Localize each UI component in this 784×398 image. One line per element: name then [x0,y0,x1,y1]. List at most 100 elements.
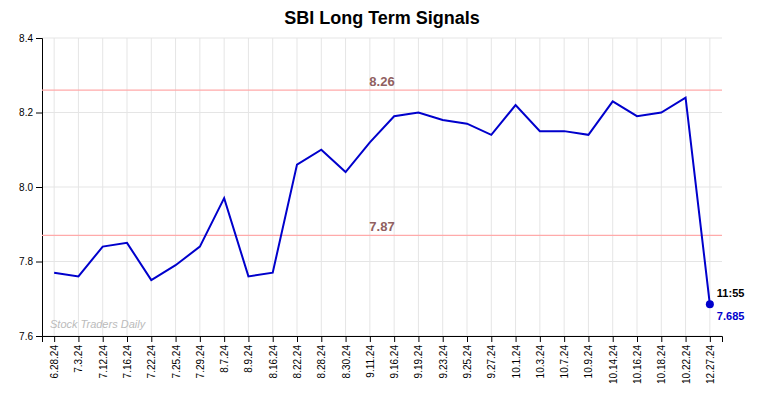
tick-mark [200,336,201,342]
tick-mark [418,336,419,342]
x-tick-label: 8.28.24 [316,345,327,379]
tick-mark [516,336,517,342]
x-tick-label: 8.22.24 [292,345,303,379]
reference-label: 7.87 [369,219,394,234]
x-tick: 10.1.24 [511,336,522,378]
x-axis: 6.28.24 7.3.24 7.12.24 7.16.24 7.22.24 7.25.2… [43,336,723,384]
reference-line [42,235,722,236]
grid-line [661,38,662,336]
plot: 6.28.24 7.3.24 7.12.24 7.16.24 7.22.24 7.25.2… [19,33,744,384]
grid-line [42,38,722,39]
grid-line [127,38,128,336]
x-tick: 8.16.24 [268,336,279,378]
x-tick: 10.22.24 [681,336,692,384]
y-axis-line [36,39,43,337]
tick-mark [78,336,79,342]
tick-mark [127,336,128,342]
tick-mark [103,336,104,342]
grid-line [539,38,540,336]
tick-mark [613,336,614,342]
tick-mark [443,336,444,342]
x-tick: 9.11.24 [365,336,376,378]
x-tick: 9.27.24 [486,336,497,378]
x-tick: 9.25.24 [462,336,473,378]
marks [42,90,722,308]
tick-mark [588,336,589,342]
x-tick: 6.28.24 [49,336,60,378]
y-tick: 7.6 [19,331,42,342]
annotation: 11:55 [717,287,745,299]
grid-line [685,38,686,336]
grid-line [709,38,710,336]
tick-mark [36,262,42,263]
x-tick-label: 8.30.24 [341,345,352,379]
tick-mark [224,336,225,342]
grid-line [272,38,273,336]
tick-mark [248,336,249,342]
grid-line [78,38,79,336]
reference-line [42,90,722,91]
tick-mark [467,336,468,342]
grid-line [612,38,613,336]
tick-mark [36,187,42,188]
watermark: Stock Traders Daily [50,318,147,330]
tick-mark [36,38,42,39]
x-tick-label: 6.28.24 [49,345,60,379]
x-tick-label: 7.12.24 [98,345,109,379]
x-tick-label: 10.7.24 [559,345,570,379]
tick-mark [661,336,662,342]
x-tick: 7.29.24 [195,336,206,378]
x-tick: 7.16.24 [122,336,133,378]
x-tick: 7.22.24 [146,336,157,378]
tick-mark [710,336,711,342]
y-tick-label: 7.8 [19,256,33,267]
x-tick-label: 9.25.24 [462,345,473,379]
last-point [706,300,714,308]
grid-line [321,38,322,336]
x-tick-label: 8.16.24 [268,345,279,379]
grid [42,38,722,336]
x-tick-label: 10.22.24 [681,345,692,384]
grid-line [564,38,565,336]
x-tick: 8.30.24 [341,336,352,378]
grid-line [224,38,225,336]
tick-mark [273,336,274,342]
y-tick: 7.8 [19,256,42,267]
y-tick: 8.2 [19,107,42,118]
x-tick: 8.22.24 [292,336,303,378]
x-tick-label: 10.16.24 [632,345,643,384]
grid-line [54,38,55,336]
y-tick-label: 8.2 [19,107,33,118]
x-tick: 8.28.24 [316,336,327,378]
grid-line [175,38,176,336]
tick-mark [686,336,687,342]
x-tick-label: 7.29.24 [195,345,206,379]
x-tick-label: 7.16.24 [122,345,133,379]
tick-mark [370,336,371,342]
x-tick-label: 10.18.24 [656,345,667,384]
line [54,98,710,305]
tick-mark [394,336,395,342]
x-tick: 7.3.24 [73,336,84,373]
x-tick: 10.3.24 [535,336,546,378]
grid-line [42,187,722,188]
annotation: 7.685 [717,310,745,322]
x-tick: 8.7.24 [219,336,230,373]
y-tick: 8.4 [19,33,42,44]
x-tick-label: 10.9.24 [583,345,594,379]
grid-line [297,38,298,336]
x-tick: 10.16.24 [632,336,643,384]
grid-line [345,38,346,336]
x-tick: 9.23.24 [438,336,449,378]
x-tick: 7.25.24 [171,336,182,378]
x-tick-label: 12.27.24 [705,345,716,384]
x-tick: 7.12.24 [98,336,109,378]
tick-mark [540,336,541,342]
x-tick-label: 7.3.24 [73,345,84,373]
grid-line [151,38,152,336]
labels: 8.267.8711:557.685Stock Traders Daily [50,74,744,330]
x-tick-label: 9.23.24 [438,345,449,379]
tick-mark [297,336,298,342]
grid-line [199,38,200,336]
chart: 6.28.24 7.3.24 7.12.24 7.16.24 7.22.24 7.25.2… [0,0,784,398]
